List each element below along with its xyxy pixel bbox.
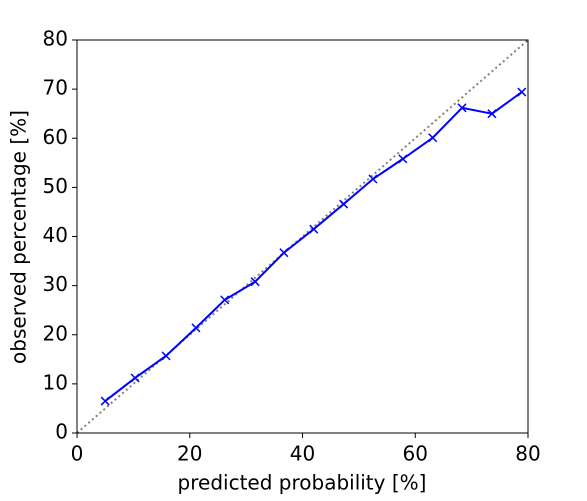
y-tick-label: 10	[43, 370, 68, 394]
y-tick-label: 50	[43, 174, 68, 198]
data-marker	[457, 103, 467, 113]
data-marker	[191, 323, 201, 333]
x-tick-label: 40	[290, 442, 315, 466]
y-tick-label: 70	[43, 76, 68, 100]
x-tick-label: 80	[515, 442, 540, 466]
data-marker	[517, 87, 527, 97]
y-axis-label: observed percentage [%]	[7, 110, 31, 364]
data-marker	[368, 174, 378, 184]
data-marker	[309, 224, 319, 234]
x-tick-label: 20	[177, 442, 202, 466]
data-marker	[428, 133, 438, 143]
x-tick-label: 0	[71, 442, 84, 466]
reference-diagonal	[76, 39, 529, 434]
data-marker	[487, 109, 497, 119]
data-marker	[100, 396, 110, 406]
data-marker	[339, 199, 349, 209]
y-tick-label: 30	[43, 272, 68, 296]
y-tick-label: 20	[43, 321, 68, 345]
y-tick-label: 40	[43, 223, 68, 247]
data-marker	[220, 295, 230, 305]
x-axis-label: predicted probability [%]	[178, 471, 427, 495]
y-tick-label: 80	[43, 27, 68, 51]
data-marker	[130, 373, 140, 383]
y-tick-label: 60	[43, 125, 68, 149]
x-tick-label: 60	[403, 442, 428, 466]
data-marker	[279, 248, 289, 258]
data-marker	[398, 154, 408, 164]
data-marker	[161, 351, 171, 361]
data-marker	[250, 277, 260, 287]
plot-frame	[76, 39, 529, 434]
y-tick-label: 0	[55, 420, 68, 444]
